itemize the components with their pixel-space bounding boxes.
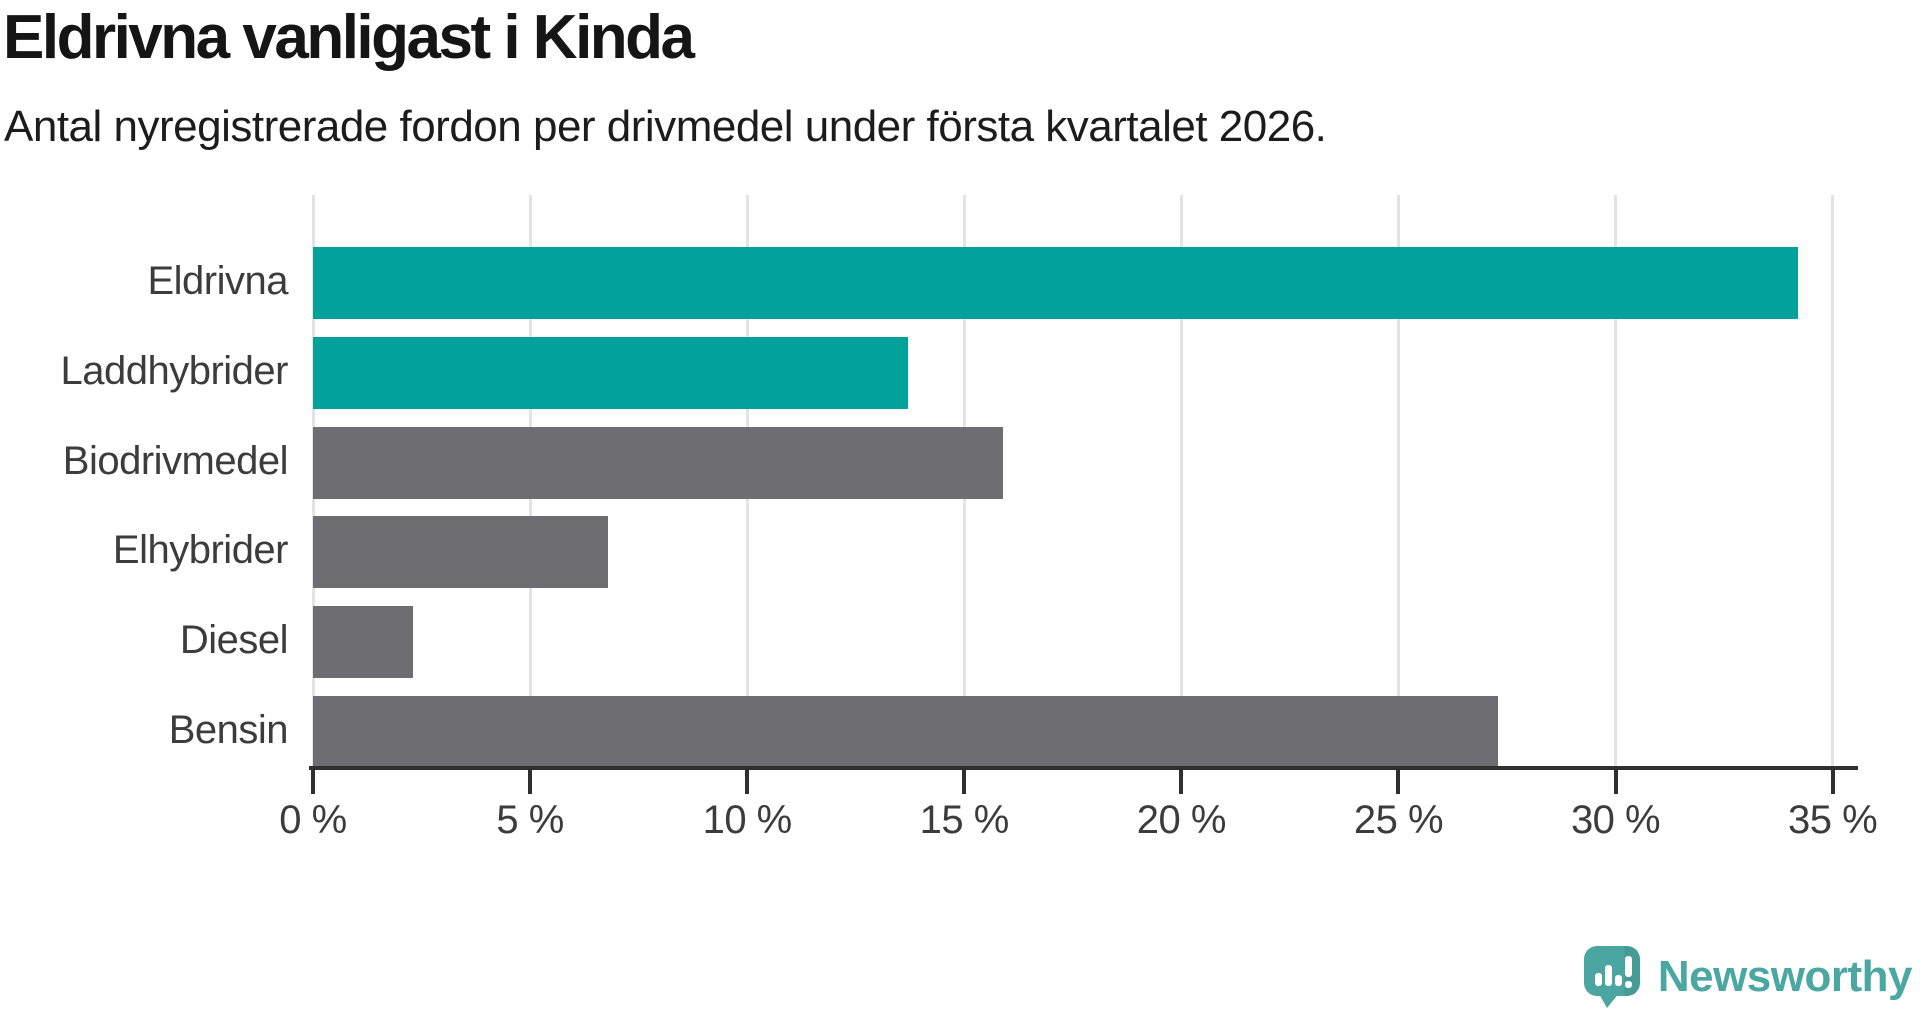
x-axis-tick-5: [528, 768, 533, 794]
bar-elhybrider: [313, 516, 609, 589]
category-label-bensin: Bensin: [168, 708, 289, 752]
x-axis-tick-0: [311, 768, 315, 794]
logo-exclamation-icon: [1624, 956, 1632, 977]
newsworthy-logo-text: Newsworthy: [1657, 952, 1913, 1001]
x-axis-tick-label-5: 5 %: [496, 798, 564, 842]
category-label-eldrivna: Eldrivna: [147, 259, 288, 303]
category-label-diesel: Diesel: [179, 618, 289, 663]
category-label-biodrivmedel: Biodrivmedel: [62, 438, 289, 483]
logo-chart-bar-icon: [1604, 965, 1612, 986]
logo-speech-bubble-tail: [1597, 992, 1620, 1008]
gridline-20-percent: [1179, 195, 1183, 768]
x-axis-line: [309, 766, 1858, 770]
logo-chart-bar-icon: [1594, 973, 1602, 986]
bar-bensin: [313, 696, 1499, 768]
x-axis-tick-label-0: 0 %: [279, 798, 347, 842]
x-axis-tick-20: [1179, 768, 1184, 794]
x-axis-tick-25: [1396, 768, 1401, 794]
x-axis-tick-30: [1613, 768, 1618, 794]
chart-subtitle: Antal nyregistrerade fordon per drivmede…: [4, 102, 1327, 151]
x-axis-tick-15: [962, 768, 967, 794]
category-label-elhybrider: Elhybrider: [112, 528, 289, 573]
x-axis-tick-label-25: 25 %: [1353, 798, 1444, 842]
gridline-35-percent: [1831, 195, 1835, 768]
bar-laddhybrider: [313, 336, 908, 409]
bar-eldrivna: [313, 247, 1798, 319]
gridline-30-percent: [1614, 195, 1618, 768]
x-axis-tick-label-35: 35 %: [1788, 798, 1878, 842]
bar-biodrivmedel: [313, 426, 1004, 499]
bar-diesel: [313, 606, 413, 679]
logo-exclamation-dot-icon: [1624, 981, 1632, 988]
x-axis-tick-35: [1830, 768, 1835, 794]
chart-title: Eldrivna vanligast i Kinda: [3, 3, 695, 72]
x-axis-tick-label-10: 10 %: [702, 798, 793, 842]
x-axis-tick-label-30: 30 %: [1570, 798, 1661, 842]
category-label-laddhybrider: Laddhybrider: [60, 348, 289, 393]
gridline-25-percent: [1396, 195, 1400, 768]
newsworthy-logo-icon: [1583, 946, 1642, 1008]
logo-chart-bar-icon: [1614, 975, 1622, 986]
x-axis-tick-label-15: 15 %: [919, 798, 1010, 842]
x-axis-tick-label-20: 20 %: [1136, 798, 1227, 842]
newsworthy-logo: Newsworthy: [1583, 946, 1913, 1008]
x-axis-tick-10: [745, 768, 750, 794]
